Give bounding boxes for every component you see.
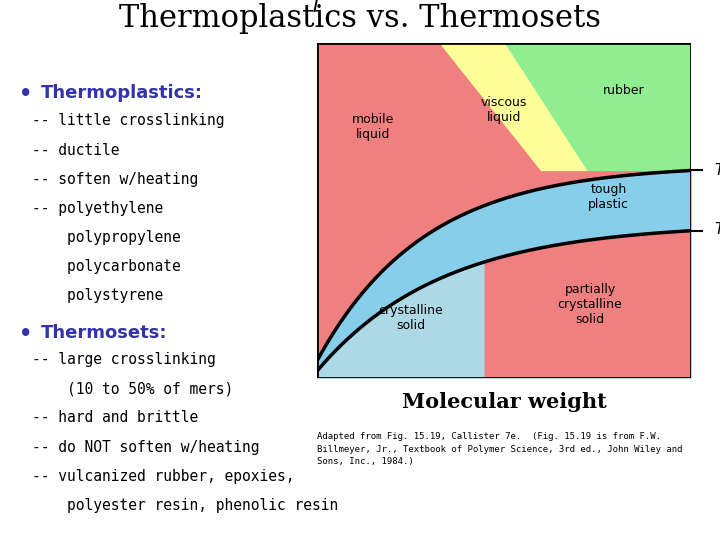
Polygon shape — [317, 43, 691, 378]
Text: Adapted from Fig. 15.19, Callister 7e.  (Fig. 15.19 is from F.W.
Billmeyer, Jr.,: Adapted from Fig. 15.19, Callister 7e. (… — [317, 432, 683, 466]
Text: -- ductile: -- ductile — [32, 143, 120, 158]
Text: Thermoplastics:: Thermoplastics: — [41, 84, 203, 102]
Text: polyester resin, phenolic resin: polyester resin, phenolic resin — [32, 498, 338, 513]
Text: $T_g$: $T_g$ — [714, 220, 720, 241]
Text: Thermoplastics vs. Thermosets: Thermoplastics vs. Thermosets — [119, 3, 601, 35]
Text: polycarbonate: polycarbonate — [32, 259, 181, 274]
Text: $T_m$: $T_m$ — [714, 161, 720, 180]
Polygon shape — [485, 231, 691, 378]
Text: •: • — [19, 84, 32, 104]
Text: mobile
liquid: mobile liquid — [352, 113, 394, 141]
Text: -- little crosslinking: -- little crosslinking — [32, 113, 224, 129]
Text: Molecular weight: Molecular weight — [402, 392, 606, 413]
Text: $T$: $T$ — [309, 0, 325, 16]
Text: -- do NOT soften w/heating: -- do NOT soften w/heating — [32, 440, 259, 455]
Text: •: • — [19, 324, 32, 344]
Text: polypropylene: polypropylene — [32, 230, 181, 245]
Text: -- vulcanized rubber, epoxies,: -- vulcanized rubber, epoxies, — [32, 469, 294, 484]
Text: -- soften w/heating: -- soften w/heating — [32, 172, 198, 187]
Text: tough
plastic: tough plastic — [588, 183, 629, 211]
Text: partially
crystalline
solid: partially crystalline solid — [558, 283, 623, 326]
Polygon shape — [441, 43, 586, 171]
Text: -- large crosslinking: -- large crosslinking — [32, 352, 215, 367]
Polygon shape — [504, 43, 691, 171]
Text: Thermosets:: Thermosets: — [41, 324, 168, 342]
Text: viscous
liquid: viscous liquid — [481, 96, 527, 124]
Text: polystyrene: polystyrene — [32, 288, 163, 303]
Text: -- polyethylene: -- polyethylene — [32, 201, 163, 216]
Text: rubber: rubber — [603, 84, 644, 97]
Text: (10 to 50% of mers): (10 to 50% of mers) — [32, 381, 233, 396]
Text: -- hard and brittle: -- hard and brittle — [32, 410, 198, 426]
Text: crystalline
solid: crystalline solid — [378, 303, 443, 332]
